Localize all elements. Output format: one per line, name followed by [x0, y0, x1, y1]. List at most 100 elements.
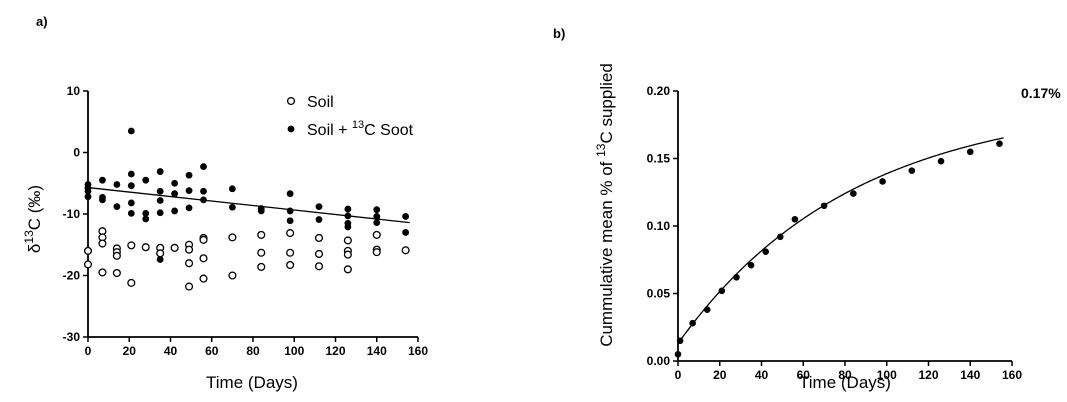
panel-b-y-tick-label: 0.15 [647, 152, 671, 166]
soil-point [314, 262, 324, 271]
panel-a-x-tick-label: 100 [284, 344, 304, 358]
soot-point [142, 215, 150, 223]
legend-soot-marker [287, 125, 295, 133]
panel-a-y-tick-label: -30 [63, 330, 81, 344]
soot-point [171, 190, 179, 198]
soot-point [142, 209, 150, 217]
panel-b-y-tick-label: 0.10 [647, 219, 671, 233]
soot-point [127, 170, 135, 178]
soil-point [98, 239, 107, 248]
soil-point [199, 274, 208, 283]
soot-point [156, 256, 164, 263]
final-value-annotation: 0.17% [1021, 85, 1061, 101]
soot-point [156, 168, 164, 175]
panel-a-y-tick-label: -10 [63, 207, 81, 221]
soot-point [200, 187, 207, 195]
panel-a-y-axis-main: C (‰) [25, 185, 44, 230]
soot-point [402, 213, 410, 220]
panel-a-x-tick-label: 60 [205, 344, 219, 358]
soil-point [257, 248, 266, 257]
legend-soil-label: Soil [307, 94, 334, 111]
soil-point [286, 229, 295, 238]
soot-point [127, 127, 135, 135]
cumulative-point [674, 350, 682, 358]
cumulative-point [820, 202, 828, 210]
panel-a-y-tick-label: -20 [63, 269, 81, 283]
panel-b-y-tick-label: 0.05 [647, 287, 671, 301]
soil-point [257, 262, 266, 271]
cumulative-point [776, 233, 784, 241]
soil-point [83, 246, 93, 255]
panel-b-y-axis-post: C supplied [597, 63, 616, 143]
soil-point [286, 260, 295, 270]
soot-point [315, 216, 323, 223]
soot-point [156, 187, 164, 195]
legend-soot-label-post: C Soot [364, 122, 413, 139]
panel-b-x-tick-label: 40 [755, 368, 769, 382]
panel-a-y-tick-label: 10 [67, 84, 81, 98]
soil-point [185, 245, 194, 254]
panel-b-y-tick-label: 0.20 [647, 84, 671, 98]
soot-point [373, 206, 381, 214]
soot-point [99, 196, 106, 204]
soil-point [343, 236, 352, 245]
soot-point [171, 179, 179, 187]
cumulative-point [676, 337, 684, 345]
legend-soot-label: Soil + 13C Soot [307, 119, 414, 139]
panel-b-x-tick-label: 60 [797, 368, 811, 382]
soil-point [314, 249, 324, 259]
soil-point [185, 282, 194, 291]
panel-b-x-axis-title: Time (Days) [799, 373, 891, 392]
soil-point [372, 248, 381, 257]
cumulative-point [762, 248, 769, 255]
soot-point [185, 171, 193, 179]
soot-point [344, 223, 352, 231]
panel-a-y-axis-sup: 13 [22, 230, 36, 244]
panel-a-x-tick-label: 160 [408, 344, 428, 358]
panel-a-y-ticks: -30 -20 -10 0 10 [63, 84, 88, 344]
soot-point [127, 182, 135, 190]
soot-point [228, 185, 236, 193]
soot-point [185, 187, 193, 195]
soil-point [185, 259, 194, 268]
panel-a-x-tick-label: 40 [164, 344, 178, 358]
panel-a-x-tick-label: 80 [246, 344, 260, 358]
panel-b: b) 0 20 40 60 80 100 120 140 160 0.00 0.05 0.10 0.1… [553, 26, 1061, 392]
legend: Soil Soil + 13C Soot [286, 94, 414, 139]
soil-point [257, 230, 266, 239]
cumulative-point [937, 157, 945, 165]
cumulative-point [689, 319, 696, 327]
cumulative-point [996, 140, 1003, 147]
fit-curve [677, 137, 1004, 344]
soil-point [156, 249, 165, 258]
panel-b-x-tick-label: 0 [675, 368, 682, 382]
soil-point [228, 233, 237, 242]
panel-b-x-tick-label: 140 [960, 368, 980, 382]
cumulative-point [733, 274, 740, 281]
legend-soot-label-pre: Soil + [307, 122, 352, 139]
soil-point [401, 246, 410, 255]
panel-b-axes [677, 91, 1012, 362]
soil-point [199, 254, 208, 263]
panel-a-x-tick-label: 140 [367, 344, 387, 358]
soot-point [257, 207, 265, 215]
soil-point [112, 268, 121, 278]
soot-point [142, 176, 150, 184]
soil-point [127, 241, 136, 250]
cumulative-point [791, 215, 799, 223]
panel-a-label: a) [36, 14, 48, 29]
soil-point [98, 268, 107, 277]
panel-a-x-tick-label: 120 [325, 344, 345, 358]
panel-b-y-axis-sup: 13 [594, 143, 608, 157]
soot-point [344, 205, 352, 213]
soil-point [228, 271, 237, 280]
panel-a-y-tick-label: 0 [73, 146, 80, 160]
soot-point [185, 204, 193, 212]
soot-point [127, 199, 135, 207]
soil-point [199, 235, 208, 244]
soot-point [84, 187, 92, 195]
soot-point [99, 176, 106, 184]
soil-point [343, 265, 352, 274]
soot-point [113, 181, 121, 188]
